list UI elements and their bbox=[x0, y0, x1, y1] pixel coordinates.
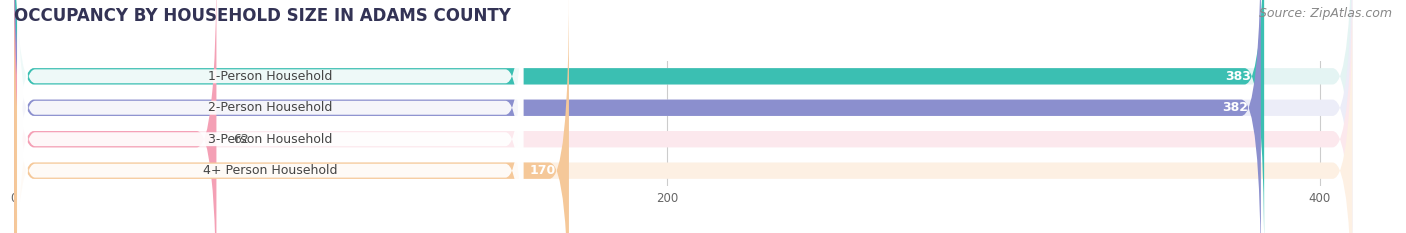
FancyBboxPatch shape bbox=[14, 0, 1264, 233]
FancyBboxPatch shape bbox=[14, 0, 1353, 233]
Text: Source: ZipAtlas.com: Source: ZipAtlas.com bbox=[1258, 7, 1392, 20]
FancyBboxPatch shape bbox=[14, 0, 1353, 233]
Text: 1-Person Household: 1-Person Household bbox=[208, 70, 332, 83]
FancyBboxPatch shape bbox=[17, 8, 523, 233]
FancyBboxPatch shape bbox=[17, 0, 523, 233]
Text: 2-Person Household: 2-Person Household bbox=[208, 101, 332, 114]
FancyBboxPatch shape bbox=[14, 0, 1353, 233]
FancyBboxPatch shape bbox=[14, 0, 569, 233]
FancyBboxPatch shape bbox=[14, 0, 1353, 233]
Text: 382: 382 bbox=[1222, 101, 1249, 114]
FancyBboxPatch shape bbox=[17, 0, 523, 233]
Text: OCCUPANCY BY HOUSEHOLD SIZE IN ADAMS COUNTY: OCCUPANCY BY HOUSEHOLD SIZE IN ADAMS COU… bbox=[14, 7, 510, 25]
FancyBboxPatch shape bbox=[17, 0, 523, 233]
Text: 3-Person Household: 3-Person Household bbox=[208, 133, 332, 146]
FancyBboxPatch shape bbox=[14, 0, 217, 233]
FancyBboxPatch shape bbox=[14, 0, 1261, 233]
Text: 4+ Person Household: 4+ Person Household bbox=[202, 164, 337, 177]
Text: 383: 383 bbox=[1225, 70, 1251, 83]
Text: 170: 170 bbox=[530, 164, 555, 177]
Text: 62: 62 bbox=[233, 133, 249, 146]
